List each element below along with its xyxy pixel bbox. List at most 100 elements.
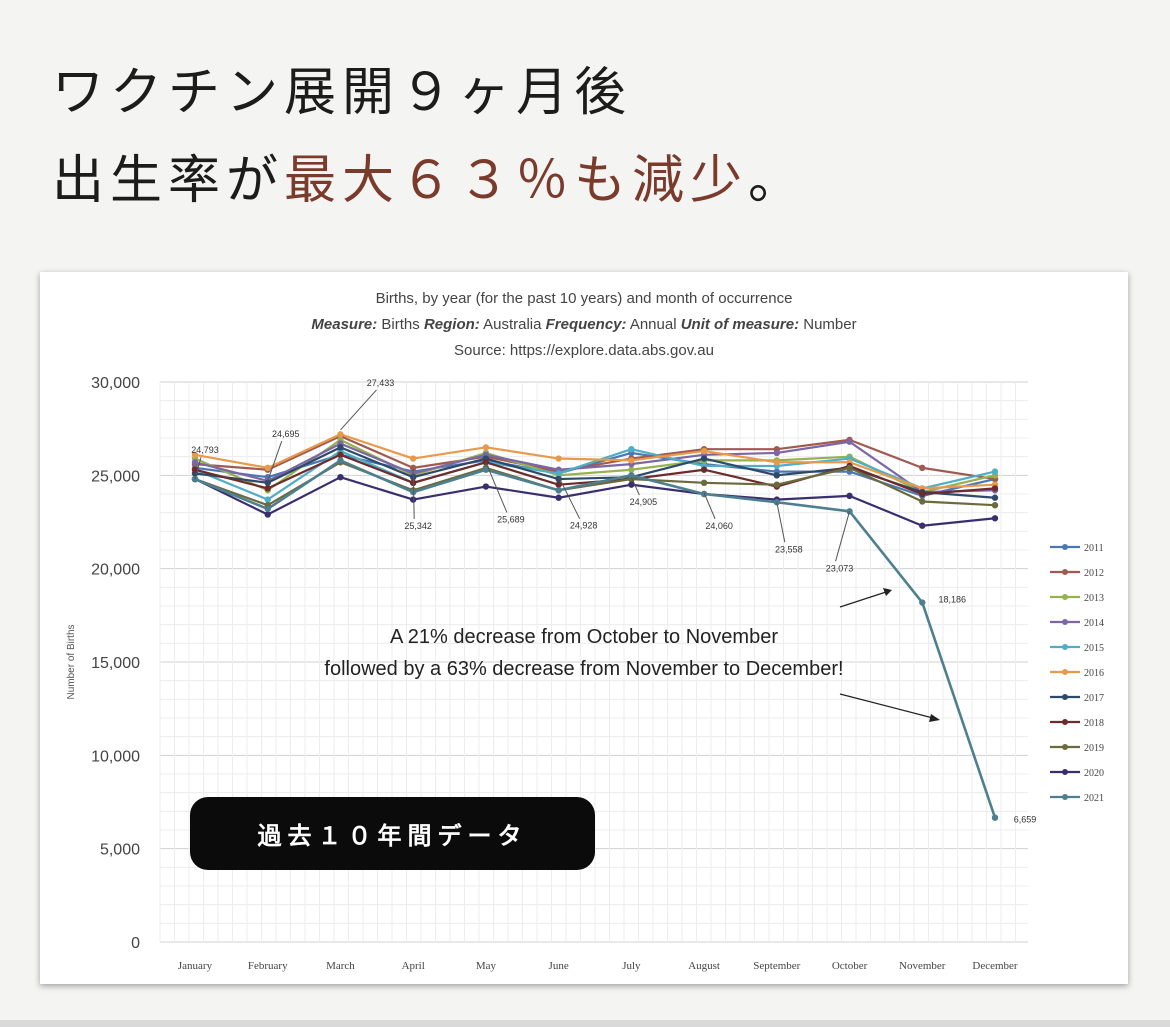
series-point-2015 <box>628 446 635 453</box>
data-label: 24,928 <box>570 521 598 531</box>
series-line-2015 <box>194 448 996 501</box>
ten-year-data-badge: 過去１０年間データ <box>190 797 595 870</box>
annotation-arrowhead <box>883 588 892 596</box>
chart-subtitle-part: Annual <box>627 316 681 333</box>
x-tick-label: November <box>899 960 946 972</box>
series-point-2021 <box>919 599 926 606</box>
x-tick-label: February <box>248 960 288 972</box>
series-point-2016 <box>264 464 271 472</box>
series-point-2018 <box>337 451 344 458</box>
series-point-2021 <box>482 466 490 473</box>
data-label: 24,060 <box>705 521 733 531</box>
x-tick-label: January <box>178 960 213 972</box>
series-point-2019 <box>846 464 853 472</box>
data-label-leader <box>776 502 786 543</box>
data-label-leader <box>630 476 640 496</box>
data-label: 18,186 <box>939 595 967 605</box>
series-point-2019 <box>773 481 781 488</box>
series-point-2021 <box>991 814 999 821</box>
series-point-2016 <box>555 455 562 462</box>
legend-marker-2020 <box>1062 769 1068 775</box>
x-tick-label: October <box>832 960 868 972</box>
series-point-2017 <box>773 472 781 479</box>
series-point-2014 <box>846 438 853 445</box>
series-point-2012 <box>919 464 926 472</box>
series-line-2016 <box>194 433 996 490</box>
data-label: 24,695 <box>272 429 300 439</box>
series-line-2020 <box>194 476 996 527</box>
series-point-2016 <box>482 444 490 451</box>
data-label: 25,342 <box>404 521 432 531</box>
series-point-2021 <box>264 505 271 513</box>
chart-subtitle-part: Frequency: <box>546 316 627 333</box>
x-tick-label: April <box>402 960 425 972</box>
headline-line2: 出生率が最大６３％も減少。 <box>52 136 806 226</box>
annotation-arrowhead <box>929 714 940 722</box>
legend-label-2011: 2011 <box>1084 543 1104 554</box>
data-label: 23,558 <box>775 544 803 554</box>
data-label: 24,905 <box>630 497 658 507</box>
series-point-2020 <box>337 474 344 481</box>
series-point-2014 <box>191 459 199 466</box>
series-point-2021 <box>555 487 562 494</box>
series-point-2021 <box>337 457 344 464</box>
series-point-2018 <box>991 485 999 492</box>
data-label-leader <box>412 468 415 519</box>
x-tick-label: December <box>972 960 1018 972</box>
series-point-2017 <box>264 479 271 486</box>
series-point-2016 <box>337 431 344 438</box>
series-point-2017 <box>700 455 708 462</box>
y-tick-label: 25,000 <box>91 468 140 485</box>
series-point-2018 <box>919 490 926 498</box>
legend-label-2014: 2014 <box>1084 618 1104 629</box>
series-point-2019 <box>700 479 708 486</box>
legend-marker-2018 <box>1062 719 1068 725</box>
legend-marker-2012 <box>1062 569 1068 575</box>
y-tick-label: 0 <box>131 935 140 952</box>
series-point-2021 <box>628 472 635 479</box>
series-point-2018 <box>191 466 199 473</box>
data-label: 27,433 <box>367 378 395 388</box>
y-tick-label: 15,000 <box>91 655 140 672</box>
chart-subtitle-part: Unit of measure: <box>681 316 799 333</box>
chart-subtitle-part: Measure: <box>311 316 377 333</box>
series-point-2020 <box>482 483 490 490</box>
series-point-2018 <box>482 459 490 466</box>
data-label-leader <box>267 440 283 482</box>
data-label: 25,689 <box>497 514 525 524</box>
series-point-2012 <box>409 464 417 472</box>
legend-label-2016: 2016 <box>1084 668 1104 679</box>
legend-label-2015: 2015 <box>1084 643 1104 654</box>
data-label-leader <box>340 389 377 431</box>
data-label-leader <box>485 462 508 513</box>
y-axis-label: Number of Births <box>66 624 77 699</box>
bottom-divider <box>0 1020 1170 1027</box>
y-tick-label: 5,000 <box>100 842 140 859</box>
series-point-2018 <box>555 481 562 488</box>
data-label: 24,793 <box>191 445 219 455</box>
series-point-2017 <box>991 494 999 501</box>
chart-subtitle-part: Region: <box>424 316 480 333</box>
x-tick-label: August <box>688 960 720 972</box>
chart-title: Births, by year (for the past 10 years) … <box>376 290 793 307</box>
series-point-2018 <box>264 485 271 492</box>
legend-label-2012: 2012 <box>1084 568 1104 579</box>
chart-subtitle-part: Australia <box>480 316 546 333</box>
series-point-2020 <box>919 522 926 529</box>
legend-marker-2015 <box>1062 644 1068 650</box>
headline-line1: ワクチン展開９ヶ月後 <box>52 63 633 123</box>
legend-label-2021: 2021 <box>1084 793 1104 804</box>
x-tick-label: July <box>622 960 641 972</box>
chart-source: Source: https://explore.data.abs.gov.au <box>454 342 714 359</box>
legend-label-2013: 2013 <box>1084 593 1104 604</box>
data-label-leader <box>835 511 851 562</box>
legend-label-2020: 2020 <box>1084 768 1104 779</box>
series-point-2020 <box>555 494 562 501</box>
births-line-chart: Births, by year (for the past 10 years) … <box>66 290 1104 972</box>
y-tick-label: 20,000 <box>91 562 140 579</box>
annotation-arrow-nov-dec <box>839 693 934 719</box>
headline-line2-prefix: 出生率が <box>52 151 285 211</box>
series-point-2015 <box>555 470 562 477</box>
legend-marker-2021 <box>1062 794 1068 800</box>
series-point-2020 <box>991 515 999 522</box>
